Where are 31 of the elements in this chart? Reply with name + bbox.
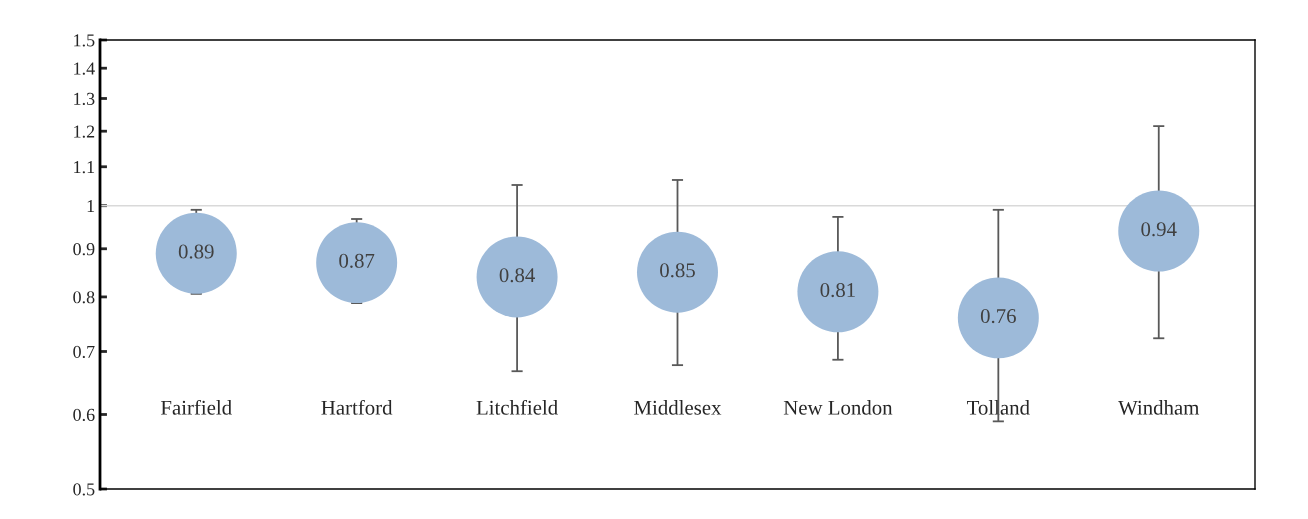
y-tick-label: 0.8	[73, 291, 95, 304]
y-tick-label: 0.9	[73, 243, 95, 256]
point	[957, 277, 1039, 359]
x-tick-label: Middlesex	[634, 400, 722, 415]
y-tick-label: 1.3	[74, 92, 95, 106]
data-label: 0.89	[178, 244, 214, 259]
x-tick-label: Fairfield	[160, 399, 232, 415]
point	[316, 222, 398, 304]
y-tick-label: 1.5	[74, 34, 95, 47]
data-label: 0.76	[980, 309, 1016, 324]
y-tick-label: 0.6	[73, 408, 95, 422]
data-label: 0.94	[1141, 222, 1177, 237]
point	[1118, 190, 1200, 272]
point	[155, 212, 237, 294]
y-tick-label: 1.2	[74, 125, 95, 138]
y-tick-label: 1.4	[74, 62, 95, 75]
y-tick-label: 1	[87, 200, 95, 212]
x-tick-label: Litchfield	[476, 399, 558, 415]
y-tick-label: 0.7	[73, 345, 95, 359]
x-tick-label: Windham	[1118, 400, 1200, 415]
x-tick-label: New London	[783, 400, 893, 415]
y-tick-label: 1.1	[74, 161, 95, 174]
point	[637, 231, 718, 313]
data-label: 0.81	[820, 282, 855, 298]
point	[476, 236, 558, 318]
data-label: 0.85	[660, 263, 695, 278]
y-tick-label: 0.5	[73, 483, 95, 496]
point	[797, 251, 879, 333]
x-tick-label: Hartford	[321, 399, 393, 415]
data-label: 0.84	[499, 268, 535, 283]
data-label: 0.87	[339, 253, 375, 268]
